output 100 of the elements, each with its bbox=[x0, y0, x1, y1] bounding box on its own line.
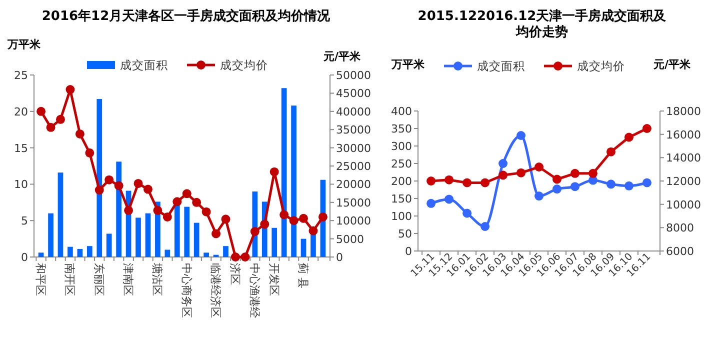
point bbox=[624, 132, 634, 142]
y-axis-title: 万平米 bbox=[6, 38, 42, 51]
bar bbox=[194, 222, 200, 257]
y2-tick-label: 40000 bbox=[336, 105, 371, 118]
point bbox=[534, 162, 544, 172]
bar bbox=[48, 213, 54, 257]
y2-tick-label: 6000 bbox=[666, 245, 694, 258]
point bbox=[444, 194, 454, 204]
point bbox=[104, 175, 114, 184]
y-tick-label: 400 bbox=[391, 105, 412, 118]
bar bbox=[38, 252, 44, 257]
point bbox=[570, 182, 580, 192]
point bbox=[534, 192, 544, 201]
point bbox=[318, 212, 328, 222]
x-tick-label: 临港经济区 bbox=[209, 263, 222, 318]
point bbox=[462, 208, 472, 218]
y-tick-label: 15 bbox=[14, 142, 28, 155]
chart-title: 2016年12月天津各区一手房成交面积及均价情况 bbox=[42, 8, 332, 24]
point bbox=[56, 114, 65, 124]
y-tick-label: 200 bbox=[391, 175, 412, 188]
y-tick-label: 10 bbox=[14, 178, 28, 192]
legend-label: 成交均价 bbox=[577, 59, 625, 73]
y-tick-label: 100 bbox=[391, 210, 412, 223]
legend-label: 成交均价 bbox=[220, 58, 268, 72]
point bbox=[624, 181, 634, 190]
bar bbox=[272, 228, 278, 257]
point bbox=[606, 180, 616, 189]
point bbox=[588, 168, 598, 178]
point bbox=[221, 214, 230, 224]
point bbox=[516, 131, 526, 140]
point bbox=[498, 159, 508, 168]
point bbox=[426, 198, 436, 208]
bar bbox=[68, 246, 73, 257]
x-tick-label: 济区 bbox=[228, 263, 242, 285]
point bbox=[240, 252, 250, 262]
y2-axis-title: 元/平米 bbox=[322, 50, 362, 63]
point bbox=[462, 178, 472, 188]
x-tick-label: 中心渔港经 bbox=[248, 263, 261, 318]
bar bbox=[164, 250, 170, 257]
bar bbox=[174, 204, 180, 257]
point bbox=[250, 227, 260, 236]
bar bbox=[77, 248, 83, 257]
point bbox=[124, 206, 134, 215]
point bbox=[75, 129, 84, 138]
point bbox=[260, 220, 270, 229]
point bbox=[552, 184, 562, 194]
bar bbox=[184, 206, 190, 257]
x-tick-label: 开发区 bbox=[267, 263, 280, 296]
legend-label: 成交面积 bbox=[477, 59, 525, 73]
point bbox=[36, 106, 46, 116]
y2-tick-label: 30000 bbox=[336, 142, 371, 155]
x-tick-label: 蓟 县 bbox=[296, 263, 310, 288]
y2-tick-label: 45000 bbox=[336, 87, 371, 100]
y2-tick-label: 18000 bbox=[666, 105, 701, 118]
y2-tick-label: 50000 bbox=[336, 69, 371, 82]
point bbox=[308, 226, 318, 236]
bar bbox=[136, 218, 141, 257]
point bbox=[153, 206, 162, 215]
y2-tick-label: 14000 bbox=[666, 152, 701, 165]
y-tick-label: 0 bbox=[405, 245, 412, 258]
point bbox=[426, 176, 436, 186]
point bbox=[66, 85, 75, 94]
bar bbox=[204, 252, 209, 257]
legend-label: 成交面积 bbox=[120, 58, 168, 72]
point bbox=[85, 148, 94, 158]
y-tick-label: 50 bbox=[398, 228, 412, 240]
point bbox=[444, 175, 454, 184]
y2-tick-label: 10000 bbox=[666, 198, 701, 212]
point bbox=[162, 212, 172, 222]
y2-tick-label: 20000 bbox=[336, 178, 371, 192]
y2-axis-title: 元/平米 bbox=[652, 58, 692, 71]
bar bbox=[106, 234, 112, 257]
point bbox=[498, 170, 508, 180]
point bbox=[172, 197, 182, 206]
bar bbox=[291, 106, 296, 257]
point bbox=[606, 147, 616, 156]
point bbox=[182, 189, 192, 198]
point bbox=[270, 167, 279, 176]
y-axis-title: 万平米 bbox=[390, 58, 426, 71]
point bbox=[143, 184, 152, 194]
x-tick-label: 和平区 bbox=[34, 263, 48, 296]
x-tick-label: 南开区 bbox=[63, 263, 76, 296]
y-tick-label: 5 bbox=[21, 214, 28, 228]
y2-tick-label: 16000 bbox=[666, 128, 701, 142]
y-tick-label: 150 bbox=[391, 192, 412, 206]
point bbox=[480, 222, 490, 231]
x-tick-label: 中心商务区 bbox=[180, 263, 193, 318]
bar bbox=[58, 172, 64, 257]
y2-tick-label: 35000 bbox=[336, 124, 371, 137]
bar bbox=[96, 99, 102, 257]
point bbox=[202, 207, 211, 216]
y2-tick-label: 10000 bbox=[336, 214, 371, 228]
chart-title: 2015.122016.12天津一手房成交面积及均价走势 bbox=[418, 8, 668, 40]
point bbox=[570, 168, 580, 178]
point bbox=[46, 122, 56, 132]
y-tick-label: 350 bbox=[391, 122, 412, 136]
y2-tick-label: 0 bbox=[336, 251, 343, 264]
y-tick-label: 0 bbox=[21, 251, 28, 264]
y-tick-label: 250 bbox=[391, 158, 412, 170]
point bbox=[230, 252, 240, 262]
